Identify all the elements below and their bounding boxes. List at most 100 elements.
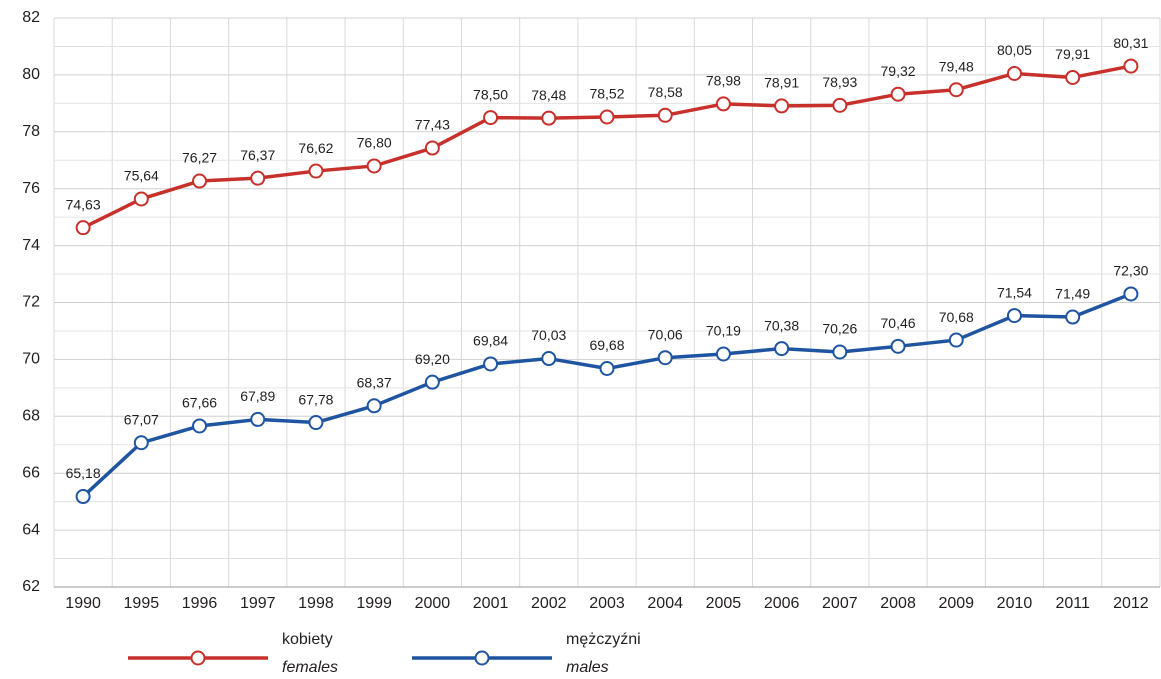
- data-label: 72,30: [1113, 263, 1148, 279]
- data-label: 71,49: [1055, 286, 1090, 302]
- point: [599, 109, 615, 125]
- data-label: 79,48: [939, 58, 974, 74]
- point: [715, 96, 731, 112]
- point: [948, 332, 964, 348]
- point: [424, 140, 440, 156]
- x-tick-label: 1990: [65, 595, 101, 612]
- data-label: 78,91: [764, 75, 799, 91]
- y-tick-label: 72: [22, 294, 40, 311]
- legend-marker: [474, 650, 490, 666]
- data-label: 80,31: [1113, 35, 1148, 51]
- data-label: 68,37: [357, 374, 392, 390]
- x-tick-label: 2004: [647, 595, 683, 612]
- point: [1123, 286, 1139, 302]
- x-tick-label: 2009: [938, 595, 974, 612]
- x-tick-label: 2000: [415, 595, 451, 612]
- data-label: 70,19: [706, 323, 741, 339]
- y-tick-label: 68: [22, 408, 40, 425]
- data-label: 69,20: [415, 351, 450, 367]
- x-tick-label: 1995: [124, 595, 160, 612]
- data-label: 69,84: [473, 333, 508, 349]
- data-label: 78,50: [473, 86, 508, 102]
- x-tick-label: 2010: [997, 595, 1033, 612]
- y-tick-label: 70: [22, 351, 40, 368]
- y-tick-label: 62: [22, 578, 40, 595]
- point: [948, 82, 964, 98]
- legend-label: kobiety: [282, 631, 333, 648]
- x-tick-label: 2003: [589, 595, 625, 612]
- y-tick-label: 80: [22, 66, 40, 83]
- x-tick-label: 2012: [1113, 595, 1149, 612]
- data-label: 74,63: [66, 196, 101, 212]
- point: [192, 418, 208, 434]
- data-label: 76,37: [240, 147, 275, 163]
- data-label: 79,32: [881, 63, 916, 79]
- point: [541, 110, 557, 126]
- point: [832, 97, 848, 113]
- x-tick-label: 1997: [240, 595, 276, 612]
- data-label: 70,06: [648, 326, 683, 342]
- point: [75, 489, 91, 505]
- y-tick-label: 82: [22, 9, 40, 26]
- y-tick-label: 74: [22, 237, 40, 254]
- x-tick-label: 1996: [182, 595, 218, 612]
- point: [1065, 309, 1081, 325]
- legend-label: mężczyźni: [566, 631, 641, 648]
- point: [250, 411, 266, 427]
- point: [192, 173, 208, 189]
- point: [308, 163, 324, 179]
- legend-label-en: females: [282, 659, 338, 676]
- x-tick-label: 2001: [473, 595, 509, 612]
- data-label: 76,27: [182, 150, 217, 166]
- point: [1065, 69, 1081, 85]
- data-label: 78,52: [589, 86, 624, 102]
- point: [599, 361, 615, 377]
- data-label: 70,68: [939, 309, 974, 325]
- point: [308, 415, 324, 431]
- data-label: 70,46: [881, 315, 916, 331]
- data-label: 77,43: [415, 117, 450, 133]
- legend-marker: [190, 650, 206, 666]
- point: [890, 86, 906, 102]
- y-tick-label: 64: [22, 521, 40, 538]
- point: [1006, 308, 1022, 324]
- y-tick-label: 78: [22, 123, 40, 140]
- point: [133, 435, 149, 451]
- point: [483, 356, 499, 372]
- data-label: 71,54: [997, 284, 1032, 300]
- point: [890, 338, 906, 354]
- point: [1006, 65, 1022, 81]
- data-label: 78,58: [648, 84, 683, 100]
- legend-label-en: males: [566, 659, 609, 676]
- point: [366, 398, 382, 414]
- y-tick-label: 66: [22, 464, 40, 481]
- point: [774, 98, 790, 114]
- x-tick-label: 2008: [880, 595, 916, 612]
- point: [832, 344, 848, 360]
- point: [657, 350, 673, 366]
- data-label: 76,80: [357, 135, 392, 151]
- data-label: 78,48: [531, 87, 566, 103]
- data-label: 76,62: [298, 140, 333, 156]
- x-tick-label: 2006: [764, 595, 800, 612]
- point: [715, 346, 731, 362]
- data-label: 75,64: [124, 168, 159, 184]
- data-label: 67,78: [298, 391, 333, 407]
- data-label: 80,05: [997, 42, 1032, 58]
- data-label: 65,18: [66, 465, 101, 481]
- point: [75, 220, 91, 236]
- point: [133, 191, 149, 207]
- x-tick-label: 1999: [356, 595, 392, 612]
- data-label: 70,03: [531, 327, 566, 343]
- x-tick-label: 2011: [1055, 595, 1090, 612]
- point: [1123, 58, 1139, 74]
- point: [366, 158, 382, 174]
- data-label: 78,93: [822, 74, 857, 90]
- x-tick-label: 2005: [706, 595, 742, 612]
- data-label: 69,68: [589, 337, 624, 353]
- x-tick-label: 1998: [298, 595, 334, 612]
- point: [541, 351, 557, 367]
- data-label: 78,98: [706, 73, 741, 89]
- data-label: 70,38: [764, 317, 799, 333]
